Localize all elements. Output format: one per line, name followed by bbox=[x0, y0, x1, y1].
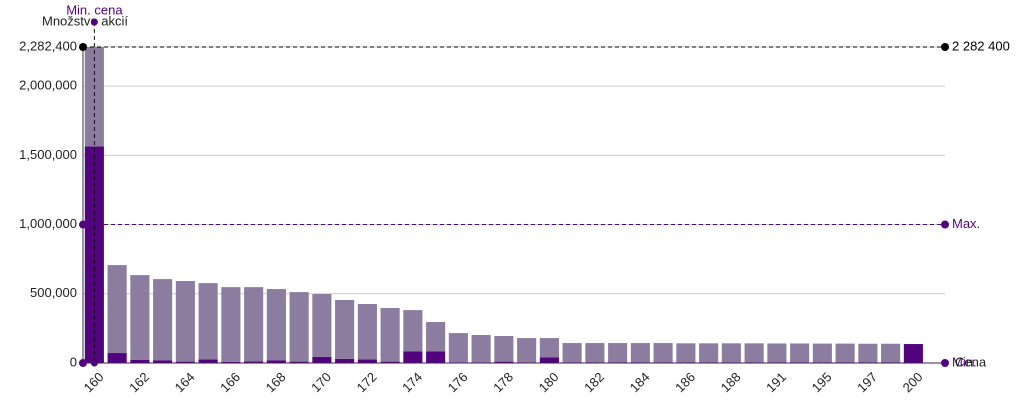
x-tick-label: 176 bbox=[445, 369, 471, 395]
bar-segment bbox=[153, 360, 173, 363]
y-axis-label: Množstvo akcií bbox=[42, 13, 128, 28]
x-tick-label: 168 bbox=[263, 369, 289, 395]
x-tick-label: 172 bbox=[354, 369, 380, 395]
min-price-label: Min. cena bbox=[66, 2, 123, 17]
bar-segment bbox=[494, 361, 514, 363]
bar-segment bbox=[426, 322, 446, 352]
bar-segment bbox=[175, 361, 195, 363]
x-tick-label: 166 bbox=[217, 369, 243, 395]
reference-label: 2 282 400 bbox=[952, 38, 1010, 53]
bar-segment bbox=[221, 361, 241, 363]
reference-marker bbox=[941, 359, 949, 367]
reference-marker bbox=[79, 220, 87, 229]
x-tick-label: 186 bbox=[672, 369, 698, 395]
min-price-marker bbox=[90, 18, 98, 26]
bar-segment bbox=[767, 343, 787, 363]
min-price-marker bbox=[90, 359, 98, 367]
bar-segment bbox=[562, 343, 582, 363]
bar-segment bbox=[266, 360, 286, 363]
bar-segment bbox=[335, 358, 355, 363]
bar-segment bbox=[744, 343, 764, 363]
bar-segment bbox=[312, 294, 332, 357]
bar-segment bbox=[244, 361, 264, 363]
y-tick-label: 1,000,000 bbox=[19, 216, 77, 231]
bar-segment bbox=[175, 281, 195, 362]
y-tick-label: 500,000 bbox=[30, 285, 77, 300]
bar-segment bbox=[790, 343, 810, 363]
bar-segment bbox=[448, 333, 468, 363]
bar-segment bbox=[812, 343, 832, 363]
reference-label: Min. bbox=[952, 354, 977, 369]
bar-segment bbox=[539, 357, 559, 363]
x-tick-label: 162 bbox=[126, 369, 152, 395]
bar-segment bbox=[517, 338, 537, 363]
bar-segment bbox=[130, 275, 150, 360]
bar-segment bbox=[653, 343, 673, 363]
bar-segment bbox=[130, 359, 150, 363]
bar-segment bbox=[608, 343, 628, 363]
bar-segment bbox=[289, 361, 309, 363]
y-tick-label: 2,282,400 bbox=[19, 38, 77, 53]
bar-segment bbox=[858, 343, 878, 363]
x-tick-label: 182 bbox=[581, 369, 607, 395]
x-tick-label: 200 bbox=[900, 369, 926, 395]
bar-segment bbox=[198, 283, 218, 360]
bar-segment bbox=[335, 300, 355, 359]
bar-segment bbox=[198, 359, 218, 363]
y-tick-label: 1,500,000 bbox=[19, 147, 77, 162]
bar-segment bbox=[221, 287, 241, 362]
bar-segment bbox=[721, 343, 741, 363]
bar-segment bbox=[289, 292, 309, 362]
bar-segment bbox=[835, 343, 855, 363]
bar-segment bbox=[699, 343, 719, 363]
bar-segment bbox=[312, 356, 332, 363]
x-tick-label: 184 bbox=[627, 369, 653, 395]
x-tick-label: 170 bbox=[308, 369, 334, 395]
x-tick-label: 188 bbox=[718, 369, 744, 395]
bar-segment bbox=[403, 310, 423, 352]
bar-segment bbox=[357, 359, 377, 363]
x-tick-label: 164 bbox=[172, 369, 198, 395]
reference-marker bbox=[941, 220, 949, 229]
bar-segment bbox=[357, 304, 377, 360]
reference-marker bbox=[79, 43, 87, 51]
x-tick-label: 180 bbox=[536, 369, 562, 395]
bar-segment bbox=[107, 353, 127, 363]
bar-segment bbox=[244, 287, 264, 362]
bar-segment bbox=[676, 343, 696, 363]
bar-segment bbox=[539, 338, 559, 358]
bar-segment bbox=[903, 344, 923, 363]
bar-segment bbox=[585, 343, 605, 363]
bar-segment bbox=[630, 343, 650, 363]
bar-segment bbox=[471, 335, 491, 363]
bar-segment bbox=[380, 361, 400, 363]
bar-segment bbox=[494, 336, 514, 362]
x-tick-label: 174 bbox=[399, 369, 425, 395]
bar-segment bbox=[84, 47, 104, 147]
x-tick-label: 160 bbox=[81, 369, 107, 395]
reference-marker bbox=[79, 359, 87, 367]
bar-segment bbox=[266, 289, 286, 361]
x-tick-label: 191 bbox=[763, 369, 789, 395]
reference-marker bbox=[941, 43, 949, 51]
bar-segment bbox=[881, 343, 901, 363]
reference-label: Max. bbox=[952, 216, 980, 231]
bar-segment bbox=[403, 351, 423, 363]
y-tick-label: 2,000,000 bbox=[19, 78, 77, 93]
bar-segment bbox=[107, 265, 127, 354]
bar-segment bbox=[426, 351, 446, 363]
bar-segment bbox=[153, 279, 173, 361]
x-tick-label: 197 bbox=[854, 369, 880, 395]
bar-segment bbox=[380, 308, 400, 362]
y-tick-label: 0 bbox=[70, 354, 77, 369]
x-tick-label: 195 bbox=[809, 369, 835, 395]
x-tick-label: 178 bbox=[490, 369, 516, 395]
x-axis-label: Cena bbox=[955, 354, 987, 369]
